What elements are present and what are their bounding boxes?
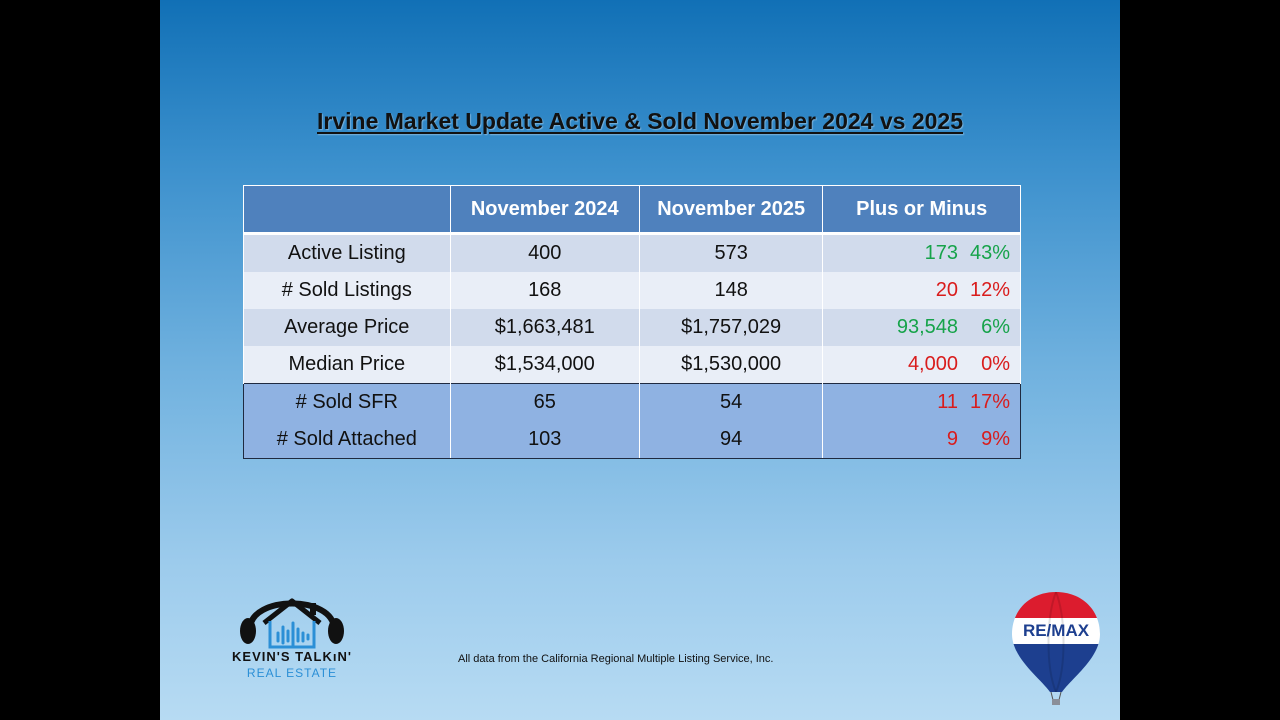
- table-row: # Sold Listings 168 148 20 12%: [243, 272, 1021, 309]
- value-2024: $1,663,481: [449, 309, 640, 346]
- diff-cell: 173 43%: [822, 233, 1021, 272]
- diff-value: 93,548: [896, 316, 958, 338]
- diff-percent: 43%: [969, 242, 1010, 264]
- row-label: # Sold Listings: [243, 272, 451, 309]
- table-row: # Sold Attached 103 94 9 9%: [243, 421, 1021, 459]
- diff-cell: 93,548 6%: [822, 309, 1021, 346]
- table-row: Average Price $1,663,481 $1,757,029 93,5…: [243, 309, 1021, 346]
- value-2024: 400: [449, 233, 640, 272]
- row-label: Active Listing: [243, 233, 451, 272]
- hot-air-balloon-icon: RE/MAX: [1012, 592, 1100, 705]
- value-2025: $1,530,000: [638, 346, 824, 384]
- header-plus-minus: Plus or Minus: [822, 185, 1021, 235]
- slide-title: Irvine Market Update Active & Sold Novem…: [317, 108, 963, 134]
- table-row: Median Price $1,534,000 $1,530,000 4,000…: [243, 346, 1021, 384]
- slide: Irvine Market Update Active & Sold Novem…: [160, 0, 1120, 720]
- value-2024: 103: [449, 421, 640, 459]
- diff-cell: 9 9%: [822, 421, 1021, 459]
- value-2025: 573: [638, 233, 824, 272]
- market-table: November 2024 November 2025 Plus or Minu…: [243, 185, 1021, 459]
- table-row: Active Listing 400 573 173 43%: [243, 233, 1021, 272]
- row-label: # Sold Attached: [243, 421, 451, 459]
- table-row: # Sold SFR 65 54 11 17%: [243, 383, 1021, 421]
- diff-percent: 17%: [969, 391, 1010, 413]
- diff-value: 4,000: [907, 353, 958, 375]
- diff-cell: 11 17%: [822, 383, 1021, 421]
- value-2024: 168: [449, 272, 640, 309]
- table-header-row: November 2024 November 2025 Plus or Minu…: [243, 185, 1021, 235]
- house-headphones-icon: [240, 598, 344, 649]
- real-estate-wordmark: REAL ESTATE: [246, 666, 338, 680]
- header-nov-2024: November 2024: [449, 185, 640, 235]
- row-label: # Sold SFR: [243, 383, 451, 421]
- diff-cell: 20 12%: [822, 272, 1021, 309]
- source-note: All data from the California Regional Mu…: [458, 653, 774, 665]
- diff-percent: 12%: [969, 279, 1010, 301]
- diff-percent: 0%: [981, 353, 1010, 375]
- svg-text:RE/MAX: RE/MAX: [1023, 621, 1090, 640]
- kevins-talkin-logo: KEVIN'S TALKıN' REAL ESTATE: [212, 585, 372, 685]
- diff-value: 173: [924, 242, 958, 264]
- remax-logo: RE/MAX: [1006, 588, 1106, 708]
- diff-value: 20: [935, 279, 958, 301]
- value-2024: $1,534,000: [449, 346, 640, 384]
- value-2025: 54: [638, 383, 824, 421]
- diff-value: 9: [946, 428, 958, 450]
- diff-percent: 6%: [981, 316, 1010, 338]
- value-2025: $1,757,029: [638, 309, 824, 346]
- diff-cell: 4,000 0%: [822, 346, 1021, 384]
- diff-value: 11: [937, 391, 958, 413]
- header-empty: [243, 185, 451, 235]
- header-nov-2025: November 2025: [638, 185, 824, 235]
- row-label: Average Price: [243, 309, 451, 346]
- row-label: Median Price: [243, 346, 451, 384]
- diff-percent: 9%: [981, 428, 1010, 450]
- value-2025: 148: [638, 272, 824, 309]
- value-2024: 65: [449, 383, 640, 421]
- kevins-talkin-wordmark: KEVIN'S TALKıN': [232, 649, 352, 664]
- value-2025: 94: [638, 421, 824, 459]
